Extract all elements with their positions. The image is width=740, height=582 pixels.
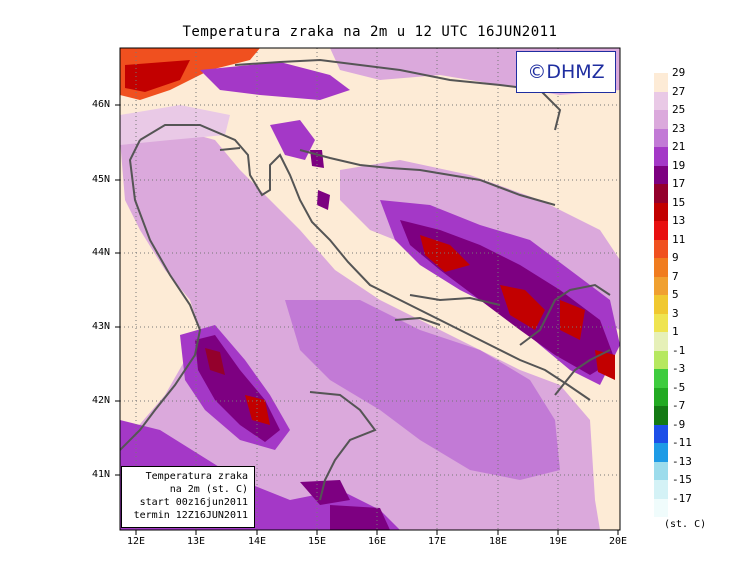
legend-label: 19 — [672, 158, 686, 172]
legend-swatch — [654, 424, 668, 443]
legend-label: 25 — [672, 103, 686, 116]
legend-swatch — [654, 406, 668, 425]
legend-swatch — [654, 332, 668, 351]
legend-swatch — [654, 239, 668, 258]
legend-swatch — [654, 443, 668, 462]
lon-label: 13E — [186, 536, 206, 547]
legend-label: 11 — [672, 232, 686, 246]
legend-label: 23 — [672, 121, 686, 135]
map-frame — [119, 47, 621, 531]
legend-swatch — [654, 276, 668, 295]
lat-label: 46N — [92, 99, 111, 110]
lat-label: 41N — [92, 469, 111, 480]
lon-label: 17E — [427, 536, 447, 547]
legend-label: 17 — [672, 177, 686, 190]
coastlines — [120, 58, 611, 501]
legend-label: 15 — [672, 195, 686, 209]
legend-swatch — [654, 387, 668, 406]
map-grid — [120, 48, 620, 530]
legend-label: -11 — [672, 436, 692, 449]
legend-swatch — [654, 165, 668, 184]
legend-swatch — [654, 258, 668, 277]
legend-label: 21 — [672, 140, 686, 153]
lat-label: 45N — [92, 174, 111, 185]
legend-label: 13 — [672, 214, 686, 227]
legend-swatch — [654, 350, 668, 369]
legend-swatch — [654, 369, 668, 388]
legend-label: 9 — [672, 251, 679, 264]
lon-label: 16E — [367, 536, 387, 547]
legend-swatch — [654, 202, 668, 221]
dhmz-badge: ©DHMZ — [516, 51, 616, 93]
info-box: Temperatura zraka na 2m (st. C) start 00… — [121, 466, 255, 528]
sea-deep — [285, 300, 560, 480]
lat-label: 44N — [92, 247, 111, 258]
legend-swatch — [654, 73, 668, 92]
lon-label: 19E — [548, 536, 568, 547]
legend-label: -9 — [672, 417, 686, 431]
legend-swatch — [654, 128, 668, 147]
legend-label: 3 — [672, 306, 679, 320]
legend-label: 5 — [672, 288, 679, 301]
info-line-2: na 2m (st. C) — [169, 484, 248, 495]
legend-label: -15 — [672, 473, 692, 486]
lat-label: 42N — [92, 395, 111, 406]
legend-units: (st. C) — [664, 519, 707, 530]
legend-label: -5 — [672, 380, 686, 394]
lon-label: 14E — [247, 536, 267, 547]
legend-label: 7 — [672, 269, 679, 283]
legend-label: 29 — [672, 66, 686, 79]
legend-swatch — [654, 480, 668, 499]
info-line-1: Temperatura zraka — [145, 471, 248, 482]
legend-label: -13 — [672, 454, 692, 468]
legend-swatch — [654, 295, 668, 314]
lon-label: 15E — [307, 536, 327, 547]
legend-label: -7 — [672, 399, 686, 412]
lon-label: 18E — [488, 536, 508, 547]
legend-swatch — [654, 221, 668, 240]
info-line-4: termin 12Z16JUN2011 — [133, 510, 248, 521]
legend-label: -17 — [672, 491, 692, 505]
legend-swatch — [654, 147, 668, 166]
lon-label: 12E — [126, 536, 146, 547]
legend-swatch — [654, 313, 668, 332]
legend-swatch — [654, 91, 668, 110]
legend-label: 1 — [672, 325, 679, 338]
info-line-3: start 00z16jun2011 — [139, 497, 248, 508]
legend-swatch — [654, 498, 668, 517]
legend-label: -3 — [672, 362, 686, 375]
legend-label: -1 — [672, 343, 686, 357]
axis-ticks — [115, 104, 619, 535]
legend-swatch — [654, 461, 668, 480]
lat-label: 43N — [92, 321, 111, 332]
legend-swatch — [654, 184, 668, 203]
legend-label: 27 — [672, 84, 686, 98]
lon-label: 20E — [608, 536, 628, 547]
map-title: Temperatura zraka na 2m u 12 UTC 16JUN20… — [182, 24, 558, 40]
legend-swatch — [654, 110, 668, 129]
